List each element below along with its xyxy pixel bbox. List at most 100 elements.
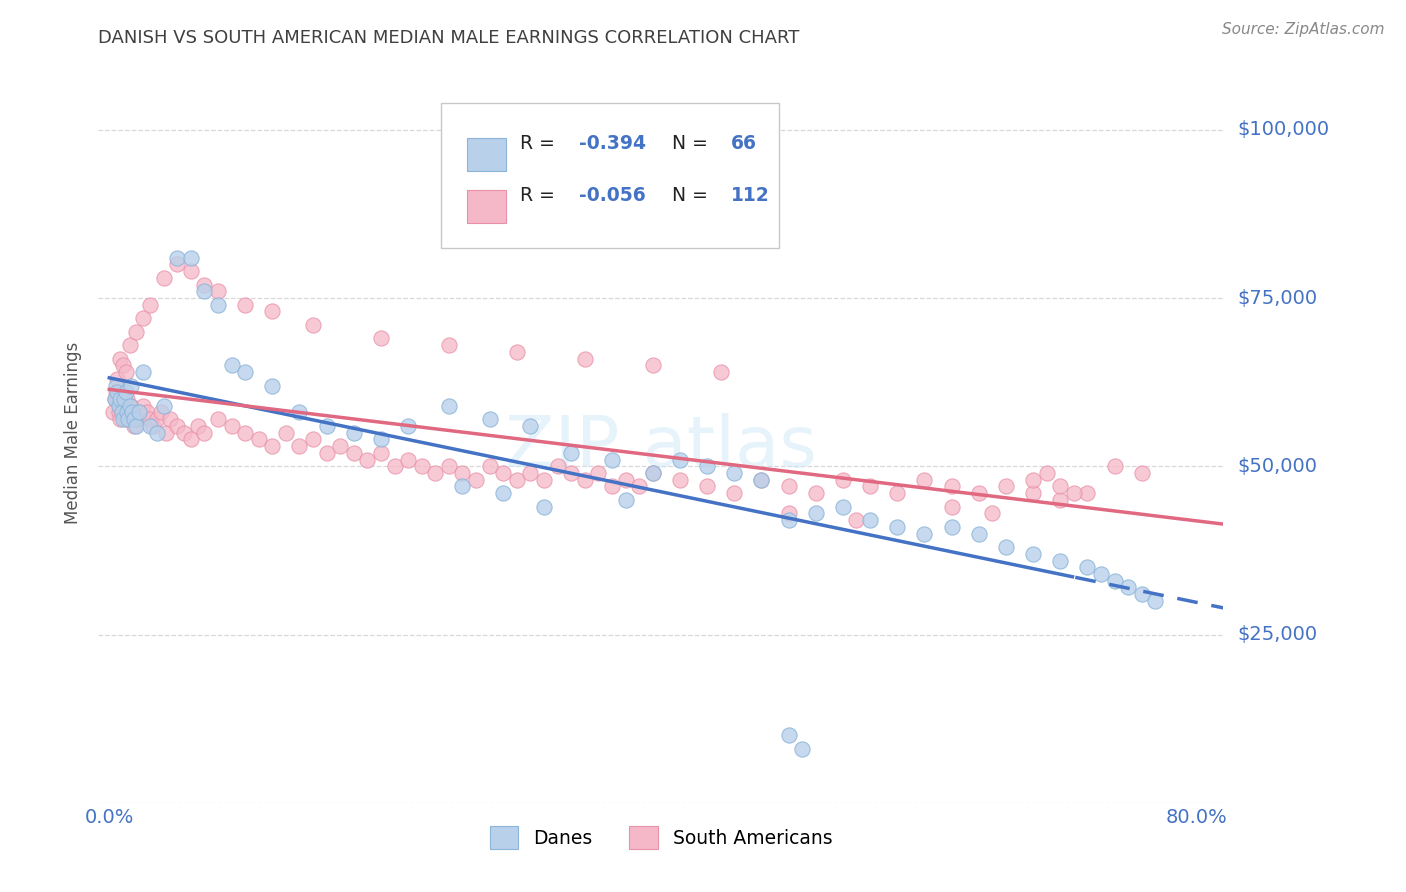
Point: [696, 479, 718, 493]
Point: [641, 466, 664, 480]
Point: [1063, 486, 1085, 500]
Text: R =: R =: [520, 135, 561, 153]
Point: [370, 331, 392, 345]
Point: [180, 264, 202, 278]
Point: [519, 418, 541, 433]
Point: [207, 298, 229, 312]
Point: [492, 486, 515, 500]
Point: [107, 385, 129, 400]
Point: [187, 418, 209, 433]
Point: [155, 425, 177, 440]
Point: [669, 452, 692, 467]
Point: [614, 492, 637, 507]
Point: [723, 486, 745, 500]
Point: [139, 298, 162, 312]
Text: R =: R =: [520, 186, 561, 205]
Point: [110, 405, 132, 419]
Point: [628, 479, 651, 493]
Point: [519, 466, 541, 480]
Point: [600, 479, 623, 493]
Point: [108, 392, 131, 406]
Point: [1049, 492, 1071, 507]
Point: [912, 473, 935, 487]
Point: [478, 459, 501, 474]
Point: [193, 277, 215, 292]
Point: [104, 392, 127, 406]
Point: [941, 479, 963, 493]
Point: [125, 412, 148, 426]
Text: $75,000: $75,000: [1237, 288, 1317, 308]
Text: $100,000: $100,000: [1237, 120, 1329, 139]
Point: [136, 405, 159, 419]
FancyBboxPatch shape: [467, 138, 506, 171]
Point: [437, 459, 460, 474]
Point: [117, 412, 139, 426]
Point: [315, 446, 337, 460]
Point: [122, 418, 145, 433]
Point: [1104, 574, 1126, 588]
Point: [247, 433, 270, 447]
Y-axis label: Median Male Earnings: Median Male Earnings: [65, 342, 83, 524]
Point: [221, 418, 243, 433]
Point: [1116, 581, 1139, 595]
Text: Source: ZipAtlas.com: Source: ZipAtlas.com: [1222, 22, 1385, 37]
Point: [356, 452, 378, 467]
Point: [941, 500, 963, 514]
Point: [111, 399, 134, 413]
Point: [262, 304, 284, 318]
Point: [778, 479, 800, 493]
Point: [831, 500, 853, 514]
Point: [831, 473, 853, 487]
Point: [574, 351, 596, 366]
Point: [121, 405, 143, 419]
Point: [114, 412, 136, 426]
Point: [778, 513, 800, 527]
Text: 112: 112: [731, 186, 769, 205]
Point: [886, 520, 908, 534]
Text: N =: N =: [672, 135, 714, 153]
Point: [105, 378, 128, 392]
Point: [451, 466, 474, 480]
Point: [110, 392, 132, 406]
Point: [533, 473, 555, 487]
Point: [112, 405, 135, 419]
Point: [128, 405, 150, 419]
Point: [115, 405, 138, 419]
Point: [1022, 473, 1045, 487]
Point: [425, 466, 447, 480]
Point: [396, 452, 419, 467]
Point: [600, 452, 623, 467]
Point: [118, 338, 141, 352]
Point: [103, 405, 125, 419]
Point: [1076, 560, 1098, 574]
Point: [274, 425, 297, 440]
Point: [967, 486, 990, 500]
Point: [107, 392, 129, 406]
Point: [1035, 466, 1057, 480]
Point: [845, 513, 868, 527]
Point: [142, 418, 165, 433]
Point: [886, 486, 908, 500]
FancyBboxPatch shape: [441, 103, 779, 247]
Point: [233, 365, 256, 379]
Point: [180, 251, 202, 265]
Point: [411, 459, 433, 474]
Point: [114, 385, 136, 400]
Point: [139, 418, 162, 433]
Point: [778, 729, 800, 743]
Point: [641, 359, 664, 373]
Point: [1130, 466, 1153, 480]
Point: [207, 412, 229, 426]
Point: [778, 507, 800, 521]
Point: [146, 412, 169, 426]
Text: N =: N =: [672, 186, 714, 205]
Point: [120, 378, 142, 392]
Point: [120, 399, 142, 413]
Point: [533, 500, 555, 514]
Point: [574, 473, 596, 487]
Point: [506, 473, 529, 487]
Point: [859, 479, 882, 493]
Point: [288, 439, 311, 453]
Point: [152, 270, 174, 285]
Point: [108, 351, 131, 366]
